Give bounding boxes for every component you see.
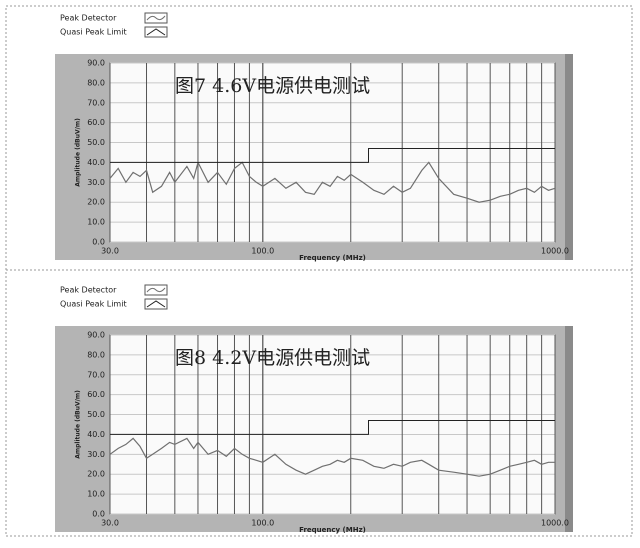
x-tick-label: 1000.0 (541, 247, 569, 256)
x-tick-label: 30.0 (101, 247, 119, 256)
series-line (110, 148, 555, 163)
plot-area (109, 334, 556, 515)
y-tick-label: 30.0 (87, 178, 105, 187)
series-line (109, 160, 556, 203)
legend-line (146, 287, 166, 293)
legend-label: Quasi Peak Limit (60, 28, 127, 37)
legend-line (146, 15, 166, 21)
x-axis-label: Frequency (MHz) (299, 254, 366, 262)
annotation: 图7 4.6V电源供电测试 (175, 75, 370, 97)
y-tick-label: 60.0 (87, 390, 105, 399)
y-tick-label: 80.0 (87, 350, 105, 359)
figure-border (5, 5, 633, 537)
y-tick-label: 10.0 (87, 490, 105, 499)
legend-label: Peak Detector (60, 14, 117, 23)
chart-frame-edge (565, 326, 573, 532)
legend-swatch (144, 298, 168, 310)
y-tick-label: 90.0 (87, 59, 105, 68)
x-tick-label: 100.0 (251, 247, 274, 256)
legend-swatch (144, 26, 168, 38)
chart-frame-edge (565, 54, 573, 260)
x-tick-label: 100.0 (251, 519, 274, 528)
y-tick-label: 80.0 (87, 78, 105, 87)
y-tick-label: 50.0 (87, 138, 105, 147)
y-tick-label: 90.0 (87, 331, 105, 340)
y-tick-label: 20.0 (87, 198, 105, 207)
y-axis-label: Amplitude (dBuV/m) (75, 118, 82, 187)
y-tick-label: 40.0 (87, 430, 105, 439)
x-tick-label: 30.0 (101, 519, 119, 528)
y-tick-label: 60.0 (87, 118, 105, 127)
y-tick-label: 30.0 (87, 450, 105, 459)
y-tick-label: 70.0 (87, 370, 105, 379)
legend-line (146, 28, 166, 36)
y-tick-label: 0.0 (92, 510, 105, 519)
y-tick-label: 70.0 (87, 98, 105, 107)
y-tick-label: 10.0 (87, 218, 105, 227)
x-tick-label: 1000.0 (541, 519, 569, 528)
series-line (110, 420, 555, 435)
y-tick-label: 40.0 (87, 158, 105, 167)
legend-line (146, 300, 166, 308)
y-tick-label: 0.0 (92, 238, 105, 247)
legend-label: Quasi Peak Limit (60, 300, 127, 309)
y-tick-label: 50.0 (87, 410, 105, 419)
annotation: 图8 4.2V电源供电测试 (175, 347, 370, 369)
y-axis-label: Amplitude (dBuV/m) (75, 390, 82, 459)
legend-label: Peak Detector (60, 286, 117, 295)
x-axis-label: Frequency (MHz) (299, 526, 366, 534)
series-line (109, 437, 555, 477)
y-tick-label: 20.0 (87, 470, 105, 479)
